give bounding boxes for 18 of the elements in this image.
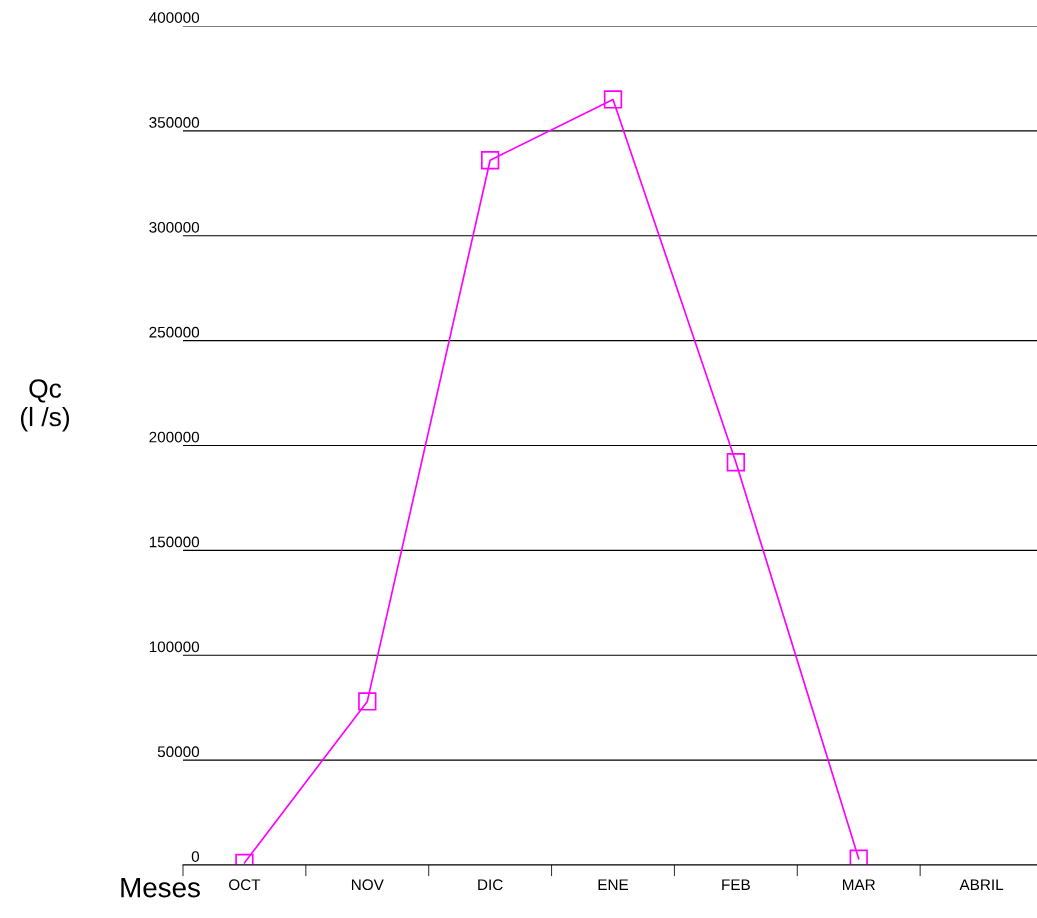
y-tick-label: 250000: [149, 326, 200, 338]
x-tick-label: DIC: [478, 879, 503, 891]
y-tick-label: 300000: [149, 221, 200, 233]
y-tick-label: 150000: [149, 536, 200, 548]
x-tick-label: OCT: [229, 879, 261, 891]
y-tick-label: 350000: [149, 117, 200, 128]
x-tick-label: ABRIL: [959, 879, 1004, 890]
y-tick-label: 200000: [149, 431, 200, 443]
x-tick-label: ENE: [598, 879, 629, 890]
y-tick-label: 400000: [149, 12, 200, 23]
x-tick-label: FEB: [722, 879, 750, 890]
y-axis-title: Qc (l /s): [20, 379, 70, 432]
x-axis-title: Meses: [121, 878, 200, 898]
y-tick-label: 50000: [157, 746, 200, 758]
y-tick-label: 100000: [149, 641, 200, 653]
y-tick-label: 0: [191, 851, 200, 862]
x-tick-label: MAR: [842, 879, 875, 890]
x-tick-label: NOV: [351, 879, 384, 891]
